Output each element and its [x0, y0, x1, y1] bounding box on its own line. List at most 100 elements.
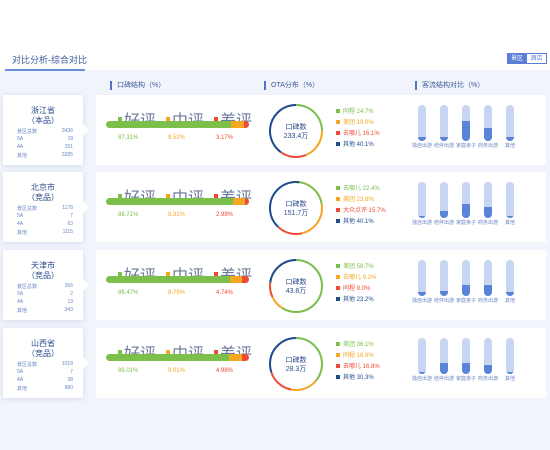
section-reputation-title: 口碑结构（%）: [117, 82, 166, 89]
reputation-mid-segment: [229, 276, 243, 283]
reputation-bad-pct: 2.98%: [216, 212, 234, 218]
visitor-type-label: 商务出游: [478, 376, 499, 382]
ota-legend-item: 大众点评 15.7%: [336, 204, 386, 215]
region-stat: 5A 2: [17, 291, 73, 297]
visitor-type-label: 家庭亲子: [456, 143, 477, 149]
visitor-bar-fill: [440, 137, 448, 141]
region-stat: 5A 18: [17, 136, 73, 142]
ota-color-square: [336, 352, 340, 357]
visitor-bar-fill: [418, 292, 426, 296]
region-stat: 其他 3285: [17, 152, 73, 159]
visitor-bar-fill: [440, 363, 448, 374]
visitor-type-label: 其他: [504, 298, 515, 304]
stat-value: 3436: [61, 128, 73, 134]
section-marker: [264, 80, 266, 90]
ota-color-square: [336, 130, 340, 135]
ota-color-square: [336, 263, 340, 268]
visitor-type-label: 家庭亲子: [456, 376, 477, 382]
stat-value: 13: [67, 299, 73, 305]
legend-dot: [214, 350, 218, 354]
comparison-row: 山西省 （竞品） 景区总数 1018 5A 7 4A 38 其他 980 好评 …: [0, 328, 550, 398]
section-visitor-title: 客流结构对比（%）: [422, 82, 485, 89]
ota-legend-item: 去哪儿 16.8%: [336, 360, 380, 371]
visitor-bar-track: [418, 338, 426, 374]
reputation-bad-segment: [244, 121, 249, 128]
visitor-bar-fill: [484, 207, 492, 218]
region-stat: 4A 151: [17, 144, 73, 150]
section-marker: [415, 80, 417, 90]
legend-dot: [166, 272, 170, 276]
ota-label: 其他 23.2%: [343, 297, 374, 303]
region-name: 天津市: [31, 261, 55, 270]
visitor-bar-track: [484, 182, 492, 218]
ota-legend-item: 去哪儿 16.1%: [336, 127, 380, 138]
ota-label: 同程 9.0%: [343, 286, 371, 292]
ring-title: 口碑数: [285, 279, 307, 286]
region-card[interactable]: 天津市 （竞品） 景区总数 356 5A 2 4A 13 其他 343: [3, 250, 89, 320]
region-card[interactable]: 浙江省 （本品） 景区总数 3436 5A 18 4A 151 其他 3285: [3, 95, 89, 165]
legend-dot: [214, 272, 218, 276]
region-card[interactable]: 山西省 （竞品） 景区总数 1018 5A 7 4A 38 其他 980: [3, 328, 89, 398]
title-underline: [5, 69, 85, 71]
comparison-row: 北京市 （竞品） 景区总数 1178 5A 7 4A 63 其他 1115 好评…: [0, 172, 550, 242]
visitor-bar-track: [440, 260, 448, 296]
row-panel: 好评 中评 差评 87.31% 9.52% 3.17% 口碑数 233.4万: [96, 95, 546, 165]
visitor-bar-track: [462, 182, 470, 218]
visitor-type-label: 独自出游: [412, 298, 433, 304]
scenic-hotel-toggle[interactable]: 景区 酒店: [507, 53, 547, 64]
region-stat: 景区总数 1018: [17, 361, 73, 368]
ota-legend: 去哪儿 22.4% 美团 23.8% 大众点评 15.7% 其他 40.1%: [336, 182, 386, 226]
ota-ring-chart: [269, 337, 323, 391]
reputation-bar: [106, 198, 249, 205]
stat-value: 356: [64, 283, 73, 289]
ota-color-square: [336, 363, 340, 368]
visitor-bar-fill: [506, 292, 514, 296]
reputation-mid-segment: [228, 354, 242, 361]
visitor-bar-track: [506, 105, 514, 141]
page-title: 对比分析-综合对比: [12, 55, 87, 65]
toggle-scenic-button[interactable]: 景区: [507, 53, 527, 64]
region-card[interactable]: 北京市 （竞品） 景区总数 1178 5A 7 4A 63 其他 1115: [3, 172, 89, 242]
reputation-bad-pct: 4.74%: [216, 290, 234, 296]
visitor-bar-fill: [440, 290, 448, 296]
ota-label: 美团 19.0%: [343, 120, 374, 126]
stat-value: 343: [64, 307, 73, 313]
stat-label: 景区总数: [17, 362, 38, 368]
stat-label: 5A: [17, 136, 24, 142]
stat-value: 7: [70, 213, 73, 219]
stat-label: 景区总数: [17, 284, 38, 290]
section-reputation-header: 口碑结构（%）: [110, 80, 165, 90]
visitor-bar-fill: [484, 365, 492, 374]
reputation-bad-segment: [242, 276, 249, 283]
region-type: （本品）: [27, 116, 59, 125]
stat-label: 5A: [17, 291, 24, 297]
legend-dot: [166, 117, 170, 121]
ota-label: 其他 40.1%: [343, 142, 374, 148]
visitor-bar-fill: [418, 137, 426, 141]
visitor-bar-fill: [418, 372, 426, 374]
card-pointer: [83, 357, 89, 369]
ota-label: 同程 24.7%: [343, 109, 374, 115]
toggle-hotel-button[interactable]: 酒店: [527, 53, 547, 64]
stat-label: 景区总数: [17, 206, 38, 212]
visitor-bar-track: [440, 105, 448, 141]
region-stat: 其他 1115: [17, 229, 73, 236]
ota-color-square: [336, 374, 340, 379]
ota-legend-item: 去哪儿 9.2%: [336, 271, 376, 282]
ota-legend-item: 同程 16.9%: [336, 349, 380, 360]
ota-ring-segment: [269, 104, 323, 158]
ota-label: 其他 40.1%: [343, 219, 374, 225]
region-stat: 5A 7: [17, 213, 73, 219]
visitor-type-label: 其他: [504, 220, 515, 226]
stat-value: 3285: [61, 152, 73, 158]
comparison-row: 天津市 （竞品） 景区总数 356 5A 2 4A 13 其他 343 好评 中…: [0, 250, 550, 320]
ota-color-square: [336, 207, 340, 212]
visitor-bar-track: [484, 260, 492, 296]
visitor-type-label: 家庭亲子: [456, 220, 477, 226]
ota-color-square: [336, 341, 340, 346]
visitor-bar-track: [484, 105, 492, 141]
section-ota-header: OTA分布（%）: [264, 80, 319, 90]
ota-ring-segment: [269, 337, 323, 391]
ota-ring-segment: [269, 181, 323, 235]
visitor-bar-track: [418, 105, 426, 141]
